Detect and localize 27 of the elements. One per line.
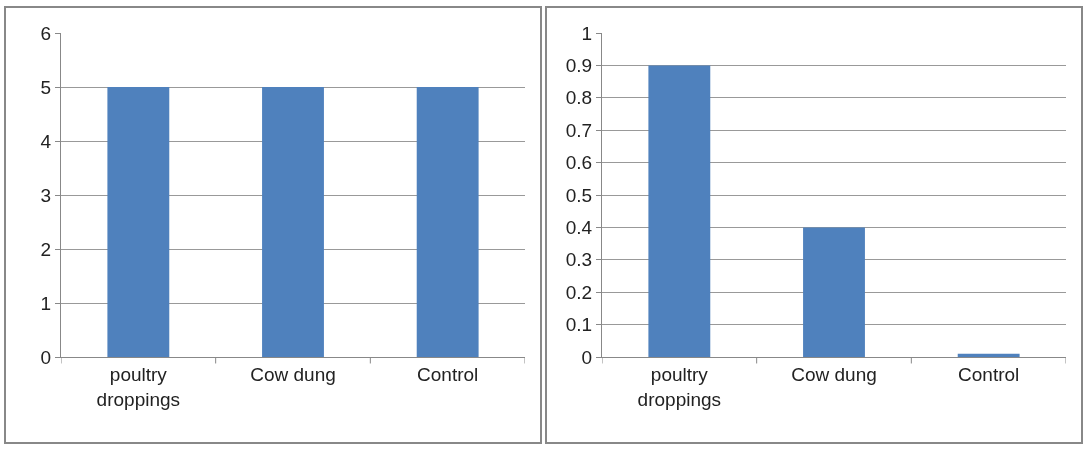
- x-tick-label: Cow dung: [791, 363, 877, 385]
- x-tick-label: poultry droppings: [637, 363, 722, 410]
- y-tick-label: 0.6: [565, 152, 593, 174]
- y-tick-label: 0.1: [565, 314, 593, 336]
- bar: [803, 227, 865, 357]
- y-tick-label: 1: [40, 292, 52, 314]
- y-tick-label: 0.4: [565, 217, 593, 239]
- y-tick-label: 0.7: [565, 119, 593, 141]
- x-tick-label: Control: [417, 363, 479, 385]
- y-tick-label: 0.3: [565, 249, 593, 271]
- y-tick-label: 6: [40, 22, 52, 44]
- y-tick-label: 0: [40, 346, 52, 368]
- x-tick-label: Cow dung: [250, 363, 336, 385]
- y-tick-label: 0: [581, 346, 593, 368]
- y-tick-label: 1: [581, 22, 593, 44]
- y-tick-label: 0.2: [565, 281, 593, 303]
- y-tick-label: 3: [40, 184, 52, 206]
- bar: [957, 353, 1020, 357]
- y-tick-label: 0.9: [565, 55, 593, 77]
- bar: [648, 65, 711, 357]
- y-tick-label: 0.8: [565, 87, 593, 109]
- y-tick-label: 4: [40, 130, 52, 152]
- y-tick-label: 5: [40, 76, 52, 98]
- y-tick-label: 2: [40, 238, 52, 260]
- y-tick-label: 0.5: [565, 184, 593, 206]
- x-tick-label: poultry droppings: [96, 363, 181, 410]
- x-tick-label: Control: [958, 363, 1020, 385]
